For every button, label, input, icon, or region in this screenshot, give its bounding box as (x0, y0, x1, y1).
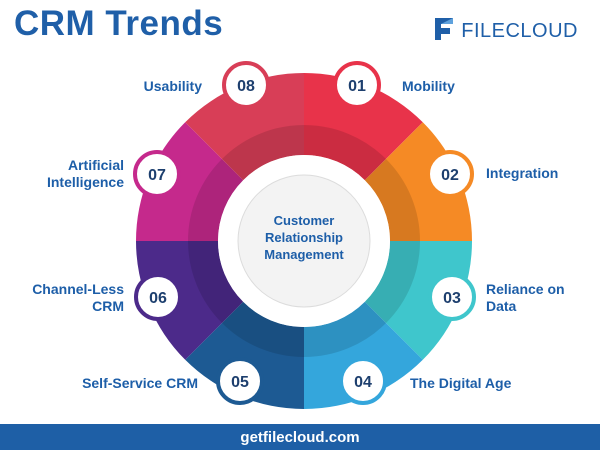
center-label: Customer Relationship Management (264, 213, 344, 262)
trend-segment (304, 301, 423, 410)
trend-number: 06 (149, 290, 167, 307)
trend-segment-shade (304, 301, 387, 357)
center-label-line: Management (264, 247, 344, 262)
trend-badge (216, 357, 264, 405)
trend-badge (339, 357, 387, 405)
trend-segment-shade (304, 125, 387, 181)
trend-badge (426, 150, 474, 198)
trend-label: Artificial Intelligence (46, 157, 124, 190)
trend-number: 08 (237, 78, 255, 95)
trend-label: Self-Service CRM (82, 375, 198, 391)
trend-number: 05 (231, 374, 249, 391)
trend-badge (222, 61, 270, 109)
trend-label: Usability (143, 78, 202, 94)
trend-label: Channel-Less CRM (32, 281, 124, 314)
trend-segment (136, 241, 244, 360)
trend-number: 02 (441, 167, 459, 184)
trend-segment-shade (364, 158, 420, 241)
trend-segment-shade (188, 158, 244, 241)
trend-label: Integration (486, 165, 559, 181)
trend-number: 04 (354, 374, 372, 391)
trend-number: 03 (443, 290, 461, 307)
trend-segment (364, 241, 472, 360)
center-label-line: Relationship (265, 230, 343, 245)
trend-badge (333, 61, 381, 109)
footer-bar: getfilecloud.com (0, 424, 600, 450)
filecloud-logo: FILECLOUD (433, 16, 578, 47)
logo-name: FILECLOUD (461, 20, 578, 42)
trend-segment-shade (221, 301, 304, 357)
footer-url: getfilecloud.com (240, 428, 360, 446)
trend-badge (428, 273, 476, 321)
trend-number: 07 (148, 167, 166, 184)
trend-segment (304, 73, 423, 181)
trend-segment-shade (364, 241, 420, 324)
trend-label: Reliance on Data (486, 281, 565, 314)
trend-label: The Digital Age (410, 375, 512, 391)
trend-badge (133, 150, 181, 198)
center-label-line: Customer (274, 213, 335, 228)
trend-segment-shade (221, 125, 304, 181)
trend-segment-shade (188, 241, 244, 324)
trend-segment (185, 301, 304, 409)
trend-number: 01 (348, 78, 366, 95)
trend-badge (134, 273, 182, 321)
trend-label: Mobility (402, 78, 455, 94)
trend-segment (185, 73, 304, 181)
page-title: CRM Trends (14, 4, 224, 43)
center-disc (237, 174, 371, 308)
filecloud-logo-icon (433, 16, 455, 47)
